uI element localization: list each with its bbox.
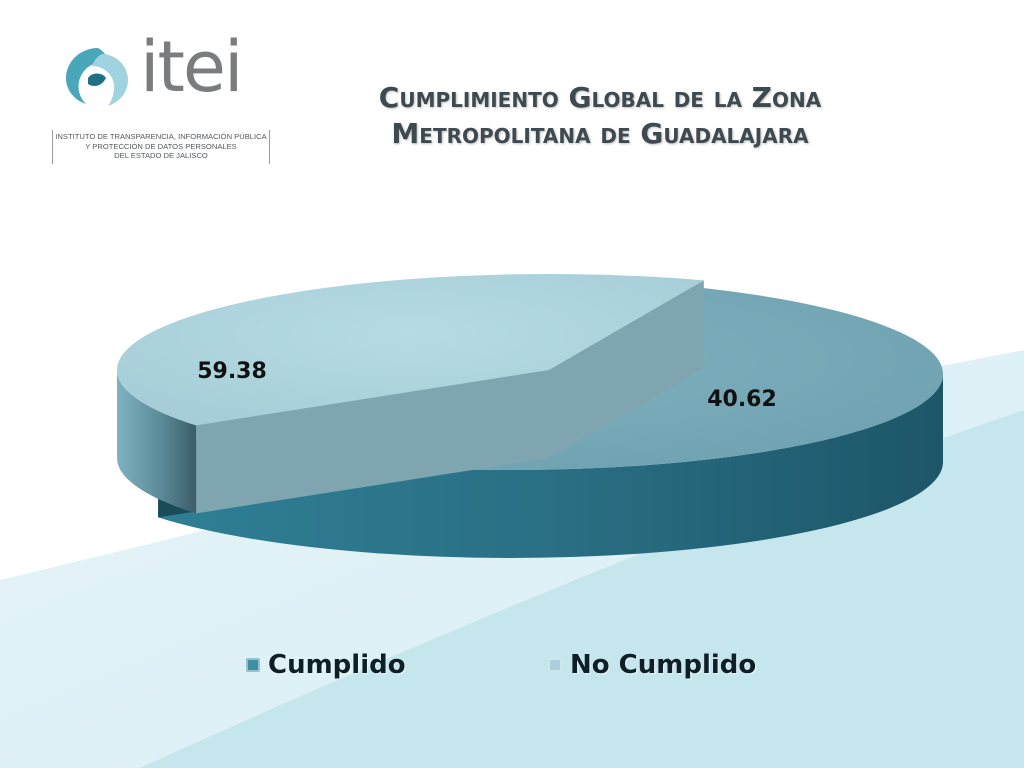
legend-swatch-no-cumplido: [548, 658, 562, 672]
pie-top-no-cumplido: [116, 274, 704, 426]
pie-cut-face-no-cumplido: [196, 370, 549, 514]
chart-legend: Cumplido No Cumplido: [0, 650, 1024, 690]
pie-side-no-cumplido: [117, 370, 197, 514]
legend-item-no-cumplido: No Cumplido: [548, 650, 756, 680]
title-line-1: Cumplimiento Global de la Zona: [378, 81, 822, 114]
logo-subtitle-line: INSTITUTO DE TRANSPARENCIA, INFORMACIÓN …: [55, 132, 267, 141]
legend-swatch-cumplido: [246, 658, 260, 672]
pie-side-cumplido: [158, 374, 943, 558]
slide-title: Cumplimiento Global de la Zona Metropoli…: [300, 80, 900, 152]
logo-wordmark: itei: [140, 26, 243, 108]
legend-label-no-cumplido: No Cumplido: [570, 650, 757, 680]
itei-emblem-icon: [66, 48, 128, 106]
legend-label-cumplido: Cumplido: [268, 650, 406, 680]
itei-logo: itei INSTITUTO DE TRANSPARENCIA, INFORMA…: [52, 32, 282, 166]
title-line-2: Metropolitana de Guadalajara: [391, 117, 809, 150]
data-label-no-cumplido: 40.62: [707, 387, 777, 412]
data-label-cumplido: 59.38: [197, 359, 267, 384]
pie-cut-face-no-cumplido: [549, 280, 704, 458]
legend-item-cumplido: Cumplido: [246, 650, 406, 680]
logo-subtitle-line: Y PROTECCIÓN DE DATOS PERSONALES: [85, 141, 237, 151]
logo-subtitle: INSTITUTO DE TRANSPARENCIA, INFORMACIÓN …: [52, 130, 270, 164]
logo-subtitle-line: DEL ESTADO DE JALISCO: [114, 151, 208, 161]
pie-slice-no-cumplido: [116, 274, 704, 514]
